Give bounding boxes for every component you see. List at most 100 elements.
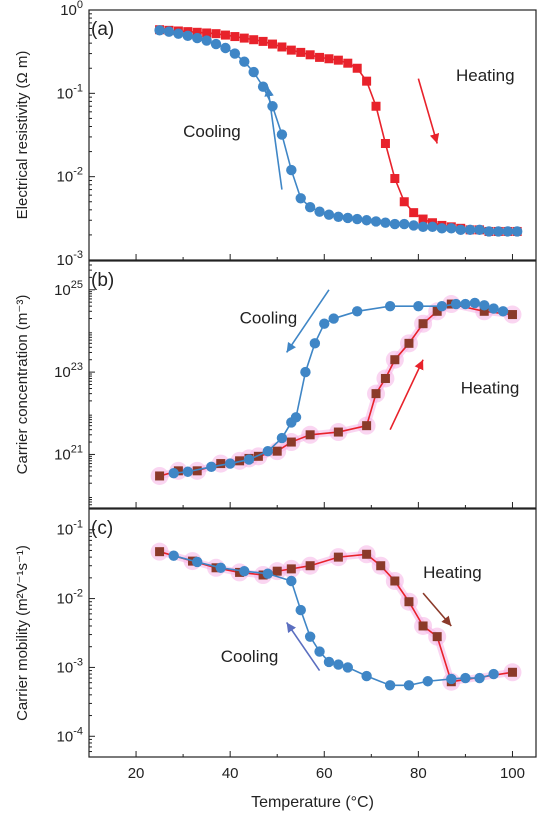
cooling-point xyxy=(323,209,335,220)
heating-point xyxy=(371,389,381,399)
heating-point xyxy=(390,576,400,586)
heating-point xyxy=(230,32,240,42)
y-tick-label: 1023 xyxy=(54,361,83,381)
cooling-point xyxy=(267,101,278,112)
cooling-point xyxy=(436,223,448,234)
cooling-point xyxy=(257,81,269,92)
cooling-annotation: Cooling xyxy=(221,647,279,666)
heating-point xyxy=(333,55,343,65)
heating-point xyxy=(418,319,428,329)
heating-point xyxy=(343,58,353,68)
heating-point xyxy=(399,197,409,207)
cooling-point xyxy=(502,226,513,237)
heating-point xyxy=(404,597,414,607)
cooling-point xyxy=(511,226,523,237)
cooling-point xyxy=(323,656,335,668)
y-tick-label: 10-1 xyxy=(57,82,83,102)
cooling-point xyxy=(427,221,438,233)
cooling-point xyxy=(295,604,306,616)
heating-point xyxy=(409,208,419,218)
panel-label: (a) xyxy=(91,19,114,40)
cooling-point xyxy=(450,298,462,310)
heating-point xyxy=(380,373,390,383)
heating-point xyxy=(155,471,165,481)
heating-point xyxy=(324,54,334,64)
heating-point xyxy=(305,50,315,60)
plot-frame xyxy=(88,9,537,261)
cooling-point xyxy=(319,318,330,329)
heating-point xyxy=(333,427,343,437)
heating-point xyxy=(249,35,259,45)
heating-point xyxy=(390,355,400,365)
cooling-point xyxy=(248,66,259,78)
cooling-point xyxy=(474,224,485,236)
heating-point xyxy=(202,28,212,38)
panel-label: (b) xyxy=(91,270,114,291)
direction-arrow xyxy=(264,86,283,190)
direction-arrow xyxy=(417,78,440,144)
cooling-point xyxy=(493,226,504,237)
x-tick-label: 80 xyxy=(410,765,427,782)
cooling-line xyxy=(173,302,504,475)
heating-point xyxy=(192,27,202,37)
cooling-annotation: Cooling xyxy=(183,122,241,141)
heating-point xyxy=(286,45,296,55)
heating-point xyxy=(479,306,489,316)
x-tick-label: 20 xyxy=(128,765,145,782)
heating-point xyxy=(315,52,325,62)
heating-point xyxy=(376,561,386,571)
cooling-point xyxy=(380,217,391,228)
cooling-point xyxy=(290,412,302,423)
cooling-point xyxy=(384,300,396,312)
cooling-point xyxy=(314,206,325,217)
cooling-point xyxy=(455,224,466,236)
y-tick-label: 100 xyxy=(60,0,83,19)
cooling-point xyxy=(399,218,410,230)
heating-point xyxy=(211,29,221,39)
heating-halo xyxy=(156,300,516,480)
cooling-point xyxy=(224,458,236,469)
x-tick-label: 100 xyxy=(500,765,525,782)
cooling-point xyxy=(403,680,415,691)
y-axis-label: Carrier concentration (m⁻³) xyxy=(14,295,31,475)
plot-frame xyxy=(88,508,537,758)
cooling-point xyxy=(352,306,363,317)
x-tick-label: 60 xyxy=(316,765,333,782)
heating-point xyxy=(404,338,414,348)
heating-point xyxy=(352,63,362,73)
heating-point xyxy=(305,430,315,440)
y-tick-label: 1021 xyxy=(54,443,83,463)
cooling-point xyxy=(239,565,250,577)
heating-point xyxy=(258,36,268,46)
cooling-point xyxy=(192,32,203,44)
cooling-annotation: Cooling xyxy=(240,309,298,328)
cooling-point xyxy=(304,202,316,213)
cooling-point xyxy=(389,218,401,230)
cooling-point xyxy=(182,30,194,42)
heating-point xyxy=(296,47,306,57)
cooling-point xyxy=(328,313,339,324)
heating-point xyxy=(239,33,249,43)
heating-point xyxy=(272,446,282,456)
heating-point xyxy=(286,564,296,574)
heating-annotation: Heating xyxy=(456,66,515,85)
cooling-point xyxy=(413,300,424,312)
cooling-point xyxy=(370,216,382,227)
cooling-point xyxy=(304,631,316,642)
cooling-point xyxy=(342,662,353,673)
cooling-point xyxy=(333,659,344,670)
heating-annotation: Heating xyxy=(461,379,520,398)
y-tick-label: 1025 xyxy=(54,279,83,299)
cooling-point xyxy=(286,164,297,176)
heating-point xyxy=(173,466,183,476)
cooling-point xyxy=(210,38,222,50)
heating-point xyxy=(253,451,263,461)
cooling-point xyxy=(262,445,273,457)
cooling-point xyxy=(276,432,288,444)
panel-c: 10-1 10-2 10-3 10-4 20 40 60 80 100 Carrier mobil… xyxy=(14,508,537,811)
heating-point xyxy=(432,632,442,642)
y-tick-label: 10-3 xyxy=(57,656,83,676)
y-axis-label: Carrier mobility (m²V⁻¹s⁻¹) xyxy=(14,545,31,721)
cooling-point xyxy=(314,646,325,657)
cooling-point xyxy=(408,220,419,231)
